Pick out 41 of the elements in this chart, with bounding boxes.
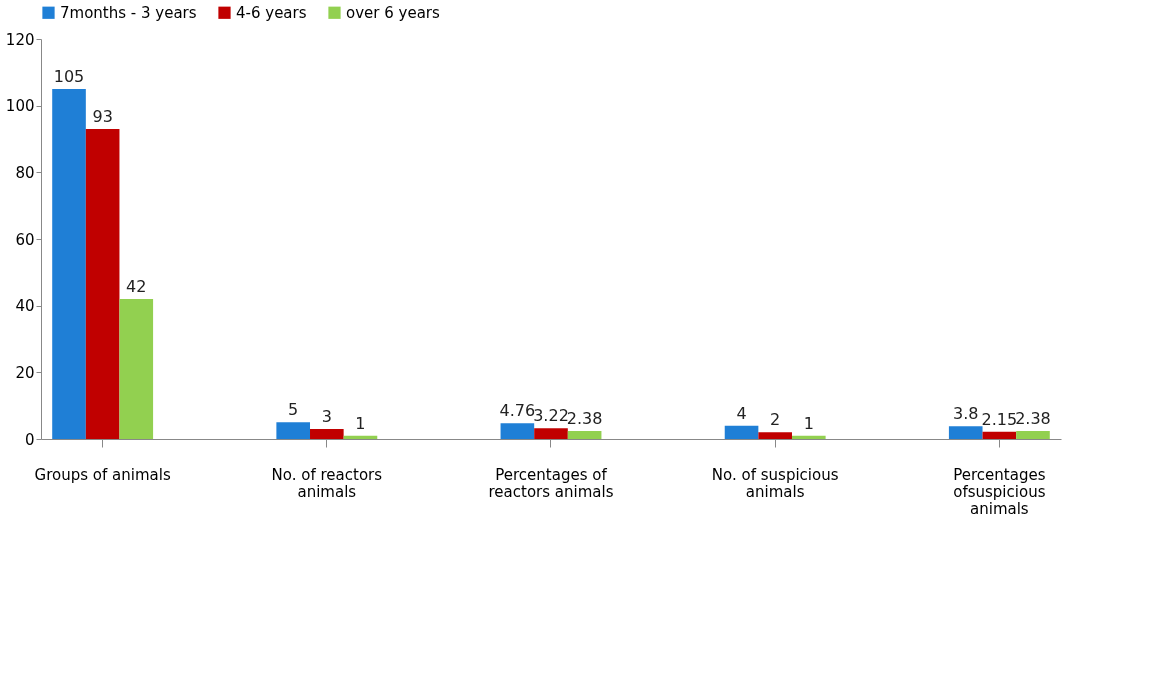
data-label: 2.38 xyxy=(1015,409,1051,429)
bar xyxy=(1016,431,1050,439)
data-label: 3.22 xyxy=(533,406,569,426)
x-tick-label: Percentages of reactors animals xyxy=(488,465,614,501)
y-tick-label: 60 xyxy=(15,230,35,249)
bar xyxy=(52,89,86,439)
bar xyxy=(948,426,983,439)
data-label: 5 xyxy=(288,400,299,420)
data-label: 105 xyxy=(53,67,85,86)
data-label: 1 xyxy=(355,413,366,433)
x-tick-label: No. of reactors animals xyxy=(271,465,383,501)
bar xyxy=(567,431,602,439)
x-tick-label: Groups of animals xyxy=(34,465,171,484)
legend-label: over 6 years xyxy=(346,3,440,22)
data-label: 93 xyxy=(92,107,113,126)
bar xyxy=(500,423,535,439)
legend-label: 4-6 years xyxy=(236,3,307,22)
bar xyxy=(276,422,311,439)
bar xyxy=(982,431,1017,439)
y-tick-label: 20 xyxy=(15,363,35,382)
bar xyxy=(724,425,759,439)
y-tick-label: 40 xyxy=(15,297,35,316)
bar xyxy=(85,129,120,439)
bar xyxy=(791,435,826,439)
x-tick-label: Percentages ofsuspicious animals xyxy=(953,465,1046,518)
y-tick-label: 0 xyxy=(24,430,35,449)
bar xyxy=(310,429,344,439)
data-label: 2 xyxy=(770,410,781,430)
bar xyxy=(534,428,568,439)
legend-label: 7months - 3 years xyxy=(60,3,197,22)
bar xyxy=(119,299,154,439)
data-label: 1 xyxy=(803,413,814,433)
data-label: 3 xyxy=(321,407,332,426)
y-tick-label: 100 xyxy=(5,97,35,116)
y-tick-label: 120 xyxy=(5,30,35,49)
x-tick-label: No. of suspicious animals xyxy=(711,465,839,501)
data-label: 4 xyxy=(736,403,747,423)
y-tick-label: 80 xyxy=(15,163,35,182)
bar xyxy=(758,432,792,439)
data-label: 42 xyxy=(126,277,147,296)
data-label: 3.8 xyxy=(953,404,979,424)
